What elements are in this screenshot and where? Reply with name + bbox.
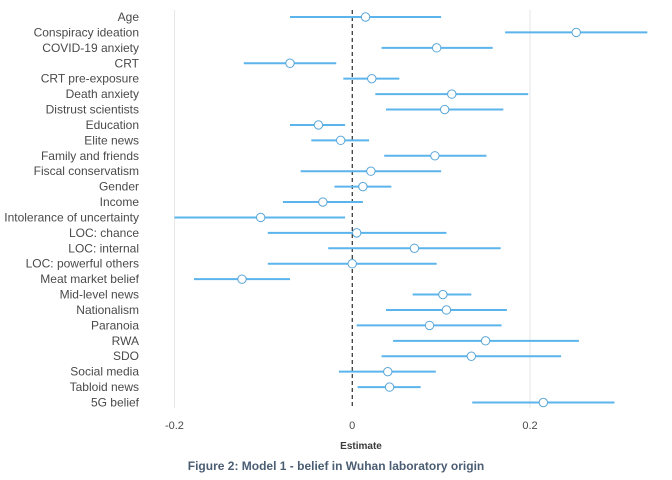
variable-label: Meat market belief <box>40 272 139 286</box>
variable-label: LOC: chance <box>69 226 139 240</box>
variable-label: LOC: powerful others <box>26 257 139 271</box>
estimate-point <box>255 212 266 223</box>
estimate-point <box>424 320 435 331</box>
variable-label: Intolerance of uncertainty <box>4 210 139 224</box>
point-estimates <box>237 12 581 408</box>
variable-label: CRT <box>115 56 140 70</box>
variable-label: Social media <box>70 365 139 379</box>
variable-label: Family and friends <box>41 149 139 163</box>
estimate-point <box>285 58 295 68</box>
estimate-point <box>439 104 450 115</box>
variable-label: Distrust scientists <box>46 103 139 117</box>
variable-label: Paranoia <box>91 318 139 332</box>
x-tick-label: 0 <box>349 420 355 432</box>
estimate-point <box>358 181 368 192</box>
variable-label: Gender <box>99 180 139 194</box>
estimate-point <box>430 151 440 161</box>
variable-label: COVID-19 anxiety <box>42 41 139 55</box>
variable-label: Nationalism <box>76 303 139 317</box>
estimate-point <box>571 27 581 38</box>
estimate-point <box>335 135 346 146</box>
x-axis-title: Estimate <box>340 441 382 452</box>
estimate-point <box>351 228 362 238</box>
x-tick-label: -0.2 <box>165 420 184 432</box>
variable-label: Tabloid news <box>70 380 139 394</box>
variable-label: Elite news <box>84 133 139 147</box>
variable-label: Mid-level news <box>60 288 139 302</box>
estimate-point <box>237 274 247 284</box>
estimate-point <box>447 89 457 99</box>
variable-label: RWA <box>112 334 139 348</box>
estimate-point <box>318 197 328 207</box>
estimate-point <box>383 366 393 377</box>
variable-label: Income <box>100 195 140 209</box>
variable-label: Education <box>86 118 139 132</box>
estimate-point <box>313 120 324 130</box>
estimate-point <box>466 351 477 361</box>
estimate-point <box>480 336 491 346</box>
estimate-point <box>431 43 442 53</box>
variable-label: 5G belief <box>91 396 140 410</box>
estimate-point <box>366 166 376 176</box>
variable-label: Age <box>118 10 140 24</box>
confidence-intervals <box>174 16 648 404</box>
estimate-point <box>360 12 371 22</box>
estimate-point <box>438 289 448 300</box>
estimate-point <box>441 305 452 315</box>
estimate-point <box>384 382 395 392</box>
estimate-point <box>347 259 357 269</box>
variable-label: Death anxiety <box>66 87 139 101</box>
variable-label: CRT pre-exposure <box>41 72 140 86</box>
x-tick-label: 0.2 <box>522 420 537 432</box>
x-axis-tick-labels: -0.2 0 0.2 <box>165 420 538 432</box>
variable-label: Fiscal conservatism <box>34 164 139 178</box>
variable-label: LOC: internal <box>68 241 139 255</box>
estimate-point <box>367 73 377 84</box>
estimate-point <box>538 397 549 408</box>
figure-caption: Figure 2: Model 1 - belief in Wuhan labo… <box>188 459 484 473</box>
variable-label: SDO <box>113 349 139 363</box>
estimate-point <box>409 243 420 254</box>
variable-label: Conspiracy ideation <box>34 25 139 39</box>
